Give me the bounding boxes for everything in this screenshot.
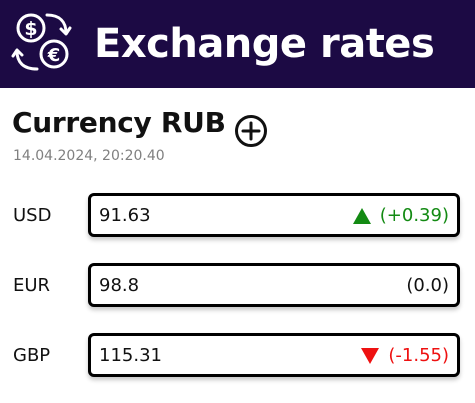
- add-circle-icon[interactable]: [234, 114, 268, 148]
- currency-code: USD: [13, 205, 52, 226]
- triangle-up-icon: [352, 207, 380, 225]
- currency-code: GBP: [13, 345, 51, 366]
- app-title: Exchange rates: [94, 21, 435, 67]
- rate-row-gbp: GBP 115.31 (-1.55): [0, 333, 475, 379]
- rate-field-usd[interactable]: 91.63 (+0.39): [88, 193, 460, 237]
- last-updated-timestamp: 14.04.2024, 20:20.40: [13, 148, 165, 164]
- rate-field-eur[interactable]: 98.8 (0.0): [88, 263, 460, 307]
- rate-row-eur: EUR 98.8 (0.0): [0, 263, 475, 309]
- rate-value: 98.8: [99, 275, 140, 296]
- svg-text:$: $: [24, 18, 37, 40]
- currency-exchange-icon: $ €: [10, 9, 74, 75]
- rate-value: 91.63: [99, 205, 151, 226]
- rate-change-text: (0.0): [406, 275, 449, 296]
- triangle-down-icon: [360, 347, 388, 365]
- rate-change-text: (+0.39): [379, 205, 449, 226]
- currency-title: Currency RUB: [12, 106, 226, 139]
- rate-change: (+0.39): [352, 205, 449, 227]
- rate-value: 115.31: [99, 345, 162, 366]
- rate-row-usd: USD 91.63 (+0.39): [0, 193, 475, 239]
- app-header: $ € Exchange rates: [0, 0, 475, 88]
- rate-change-text: (-1.55): [388, 345, 449, 366]
- rate-change: (0.0): [406, 275, 449, 297]
- rate-field-gbp[interactable]: 115.31 (-1.55): [88, 333, 460, 377]
- svg-text:€: €: [47, 45, 61, 66]
- rate-change: (-1.55): [360, 345, 449, 367]
- currency-code: EUR: [13, 275, 51, 296]
